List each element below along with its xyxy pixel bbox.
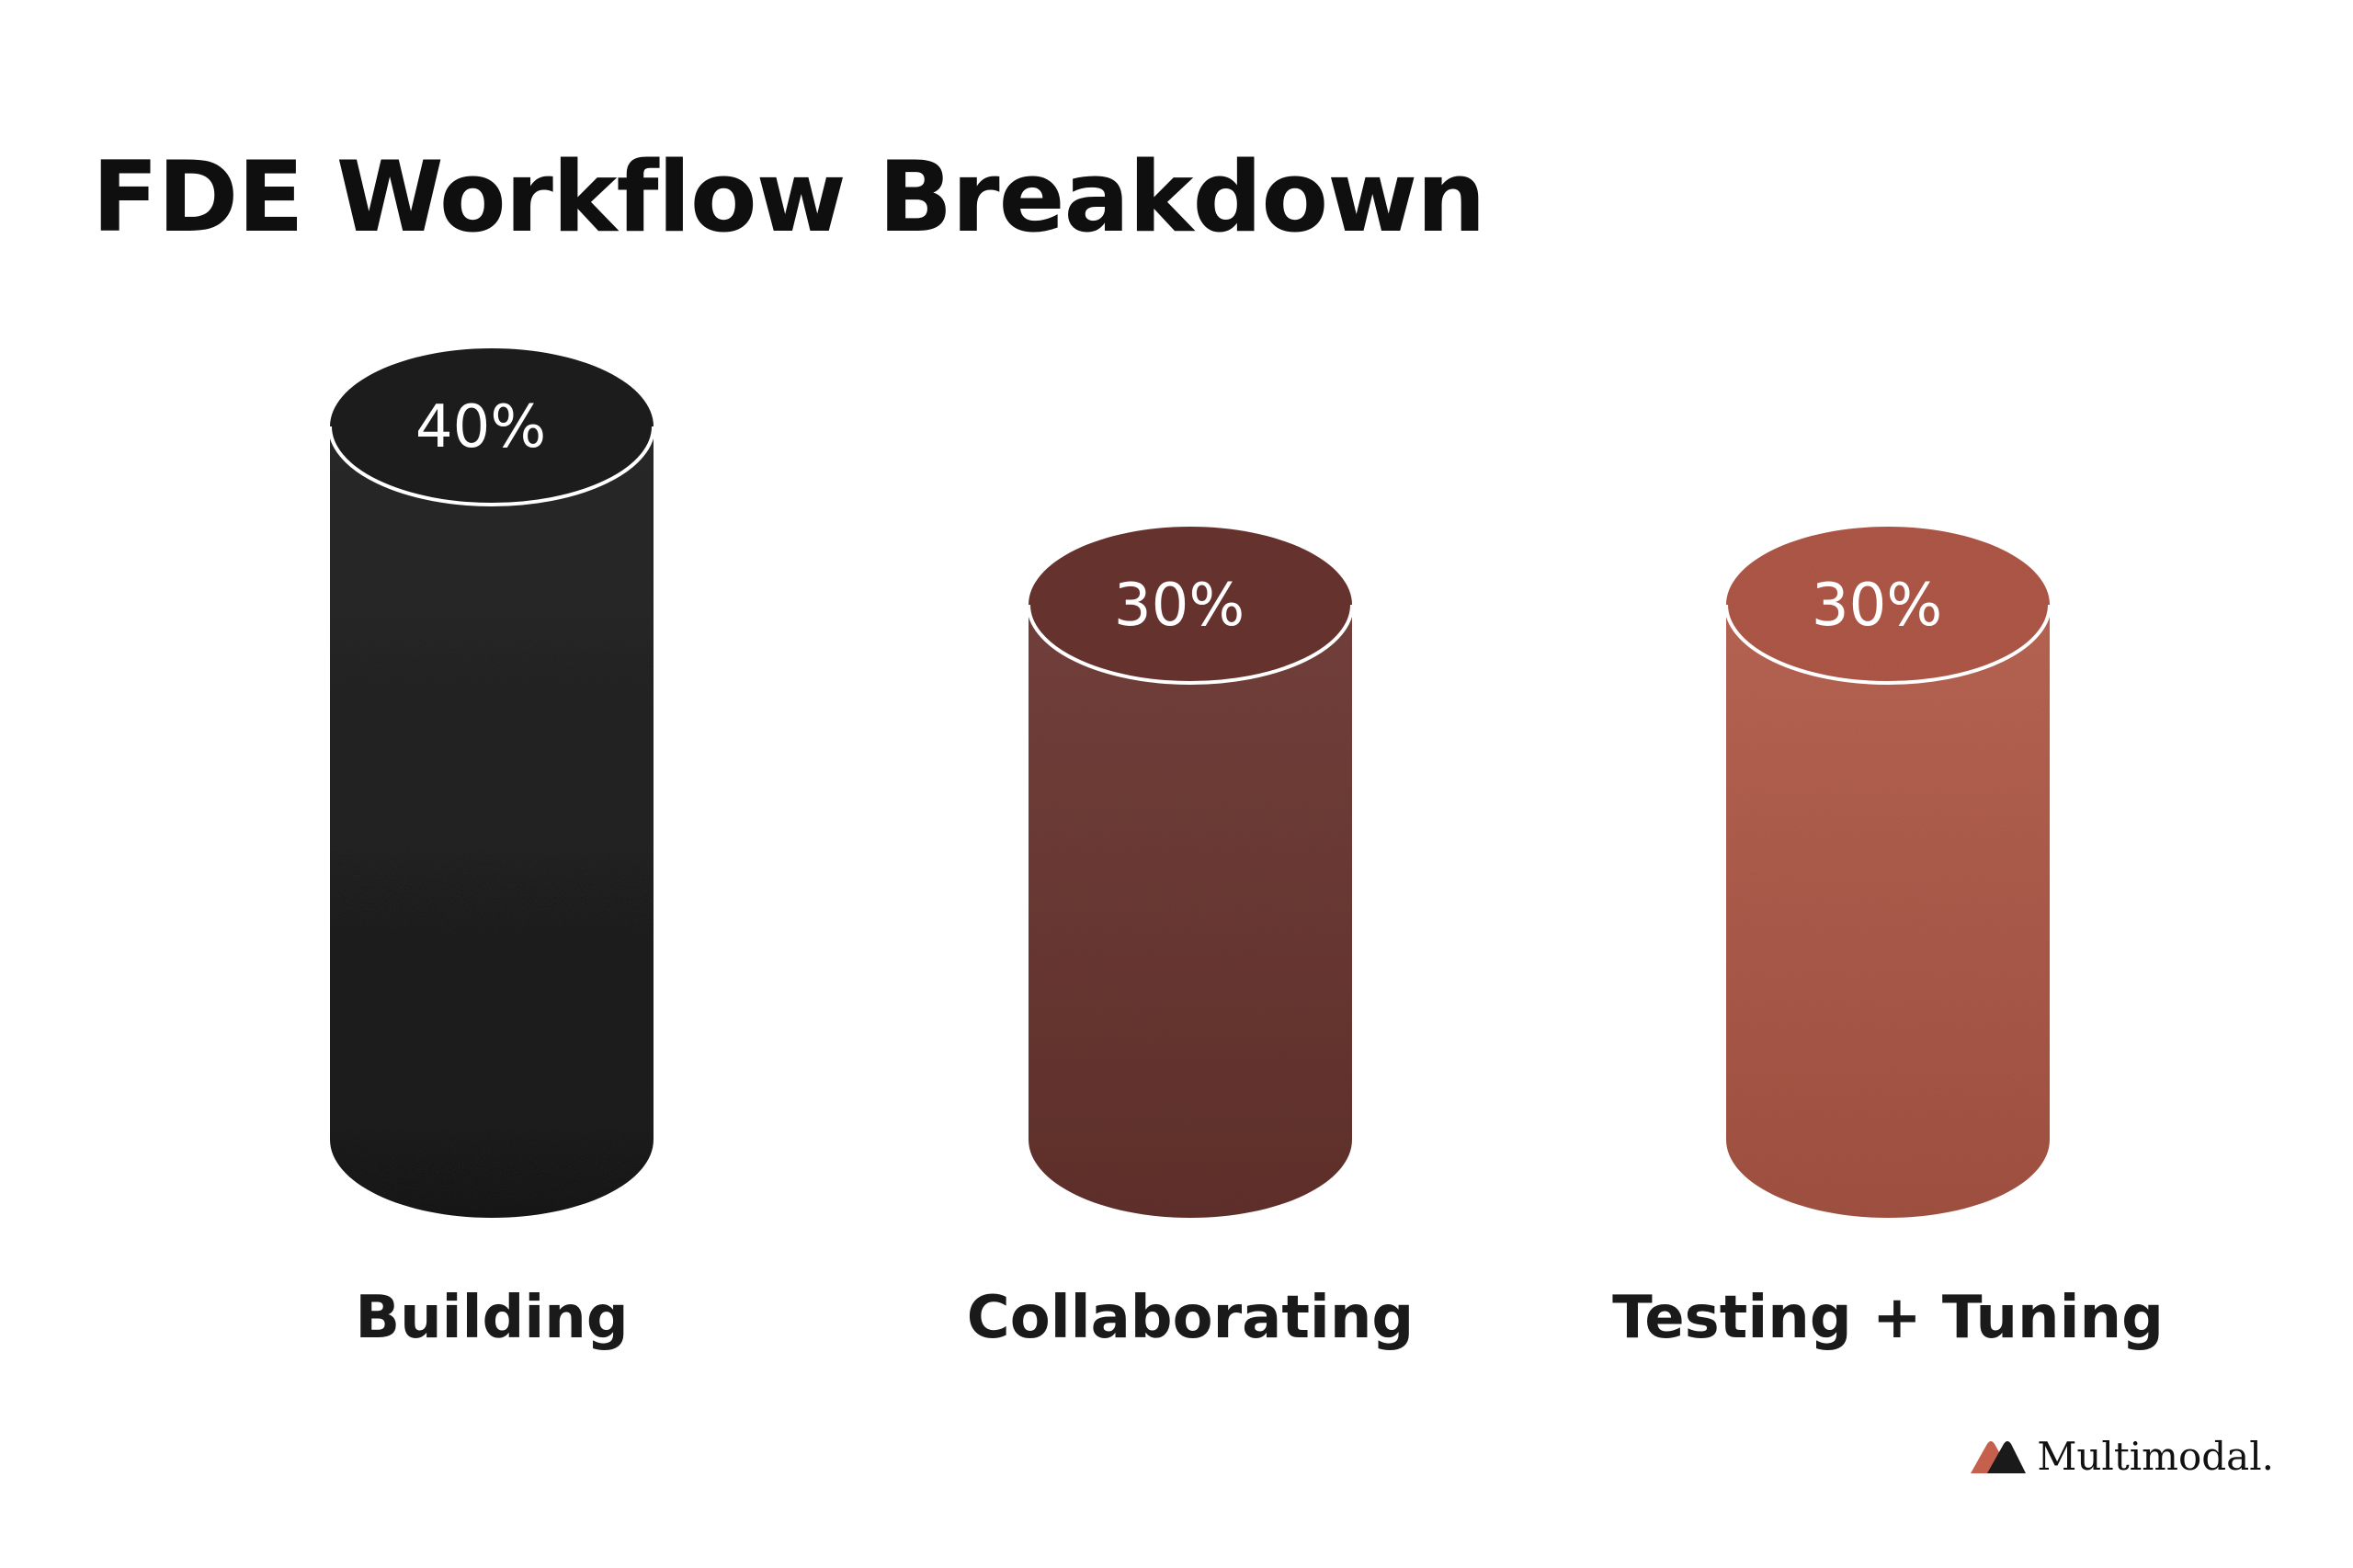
bar-top-rim (328, 426, 655, 506)
bar-body (330, 426, 654, 1218)
bar-testing-tuning (1726, 527, 2050, 1218)
bar-top (330, 348, 654, 505)
category-label: Building (355, 1284, 628, 1352)
chart-title: FDE Workflow Breakdown (92, 141, 1486, 254)
multimodal-logo-icon (1971, 1441, 2027, 1473)
bar-body (1726, 605, 2050, 1218)
value-label: 30% (1812, 572, 1942, 640)
bar-building (330, 348, 654, 1218)
brand-name: Multimodal. (2037, 1434, 2274, 1479)
category-label: Collaborating (967, 1284, 1414, 1352)
bar-top-rim (1027, 604, 1354, 685)
category-label: Testing + Tuning (1612, 1284, 2164, 1352)
brand-logo: Multimodal. (1967, 1437, 2274, 1476)
value-label: 40% (415, 393, 546, 461)
bar-top (1029, 527, 1352, 683)
bar-top (1726, 527, 2050, 683)
bar-body (1029, 605, 1352, 1218)
bar-top-rim (1724, 604, 2052, 685)
value-label: 30% (1114, 572, 1245, 640)
bar-collaborating (1029, 527, 1352, 1218)
